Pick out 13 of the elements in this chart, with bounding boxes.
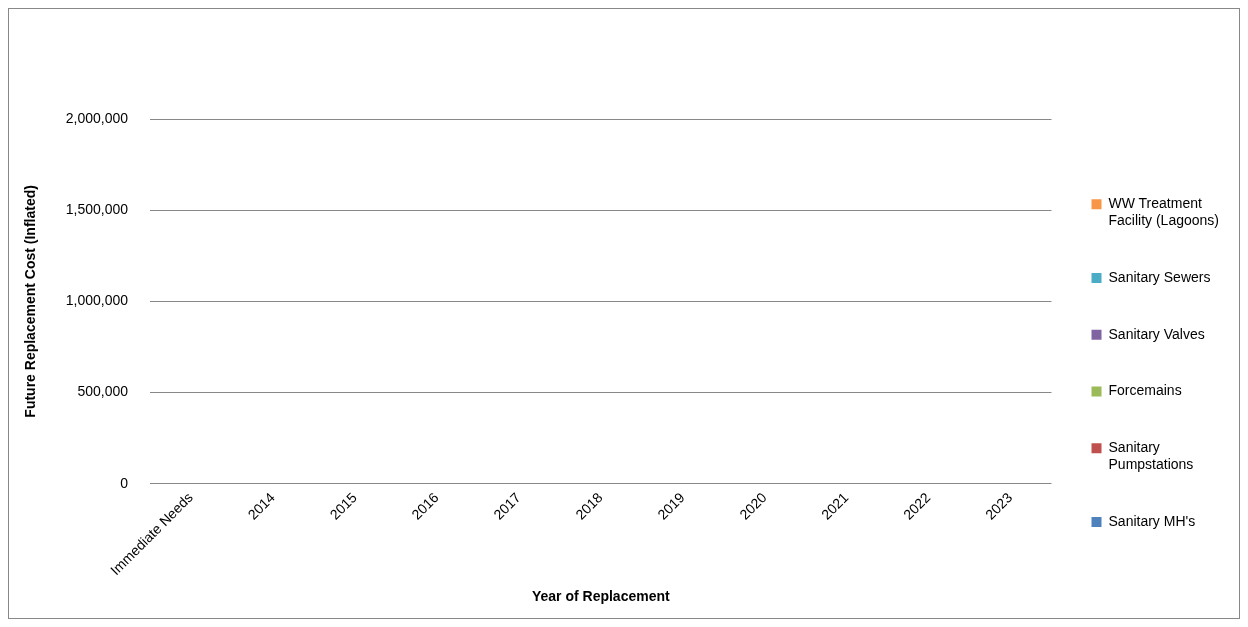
y-tick-label: 0 — [120, 474, 129, 491]
y-tick-label: 500,000 — [77, 383, 129, 400]
legend-label: Sanitary Valves — [1108, 325, 1205, 342]
legend-label: Forcemains — [1108, 382, 1182, 399]
y-tick-label: 1,000,000 — [65, 292, 129, 309]
y-axis-title: Future Replacement Cost (Inflated) — [22, 185, 39, 418]
y-tick-label: 2,000,000 — [65, 109, 129, 126]
y-tick-label: 1,500,000 — [65, 201, 129, 218]
legend-label: WW Treatment Facility (Lagoons) — [1108, 195, 1220, 228]
legend-label: Sanitary Sewers — [1108, 268, 1211, 285]
legend-label: Sanitary MH's — [1108, 512, 1196, 529]
legend-label: Sanitary Pumpstations — [1108, 439, 1194, 472]
x-axis-title: Year of Replacement — [531, 588, 670, 605]
